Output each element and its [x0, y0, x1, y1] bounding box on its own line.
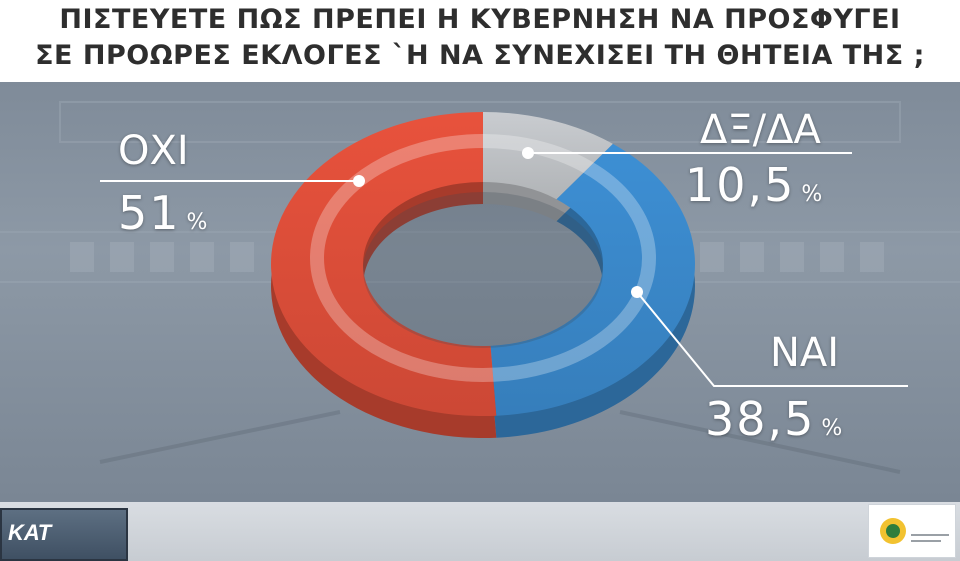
label-oxi-value: 51%: [118, 186, 209, 240]
question-line-2: ΣΕ ΠΡΟΩΡΕΣ ΕΚΛΟΓΕΣ `Η ΝΑ ΣΥΝΕΧΙΣΕΙ ΤΗ ΘΗ…: [35, 40, 925, 71]
slice-dkda-leader-dot: [522, 147, 534, 159]
label-oxi-name: ΟΧΙ: [118, 128, 189, 174]
label-dkda-number: 10,5: [685, 158, 796, 212]
slice-nai-leader-dot: [631, 286, 643, 298]
label-nai-value: 38,5%: [705, 392, 844, 446]
sun-logo-icon: [880, 518, 949, 544]
slice-oxi-leader-dot: [353, 175, 365, 187]
label-nai-number: 38,5: [705, 392, 816, 446]
question-header: ΠΙΣΤΕΥΕΤΕ ΠΩΣ ΠΡΕΠΕΙ Η ΚΥΒΕΡΝΗΣΗ ΝΑ ΠΡΟΣ…: [0, 0, 960, 82]
label-nai-unit: %: [821, 416, 845, 441]
label-dkda-value: 10,5%: [685, 158, 824, 212]
label-oxi-number: 51: [118, 186, 181, 240]
label-dkda-unit: %: [801, 182, 825, 207]
question-line-1: ΠΙΣΤΕΥΕΤΕ ΠΩΣ ΠΡΕΠΕΙ Η ΚΥΒΕΡΝΗΣΗ ΝΑ ΠΡΟΣ…: [59, 4, 901, 35]
label-dkda-name: ΔΞ/ΔΑ: [700, 107, 821, 153]
pollster-logo: [868, 504, 956, 558]
background-decor: [0, 101, 960, 474]
slice-nai-leader-line: [636, 291, 908, 387]
slice-dkda: [483, 112, 613, 200]
channel-logo: ΚΑΤ: [0, 508, 128, 561]
floor-strip: [0, 502, 960, 561]
label-oxi-unit: %: [186, 210, 210, 235]
label-nai-name: ΝΑΙ: [770, 330, 840, 376]
donut-gloss: [310, 134, 656, 382]
channel-logo-text: ΚΑΤ: [8, 520, 52, 545]
slice-nai: [490, 143, 696, 416]
slice-oxi: [271, 112, 497, 416]
donut-hole: [363, 192, 603, 348]
